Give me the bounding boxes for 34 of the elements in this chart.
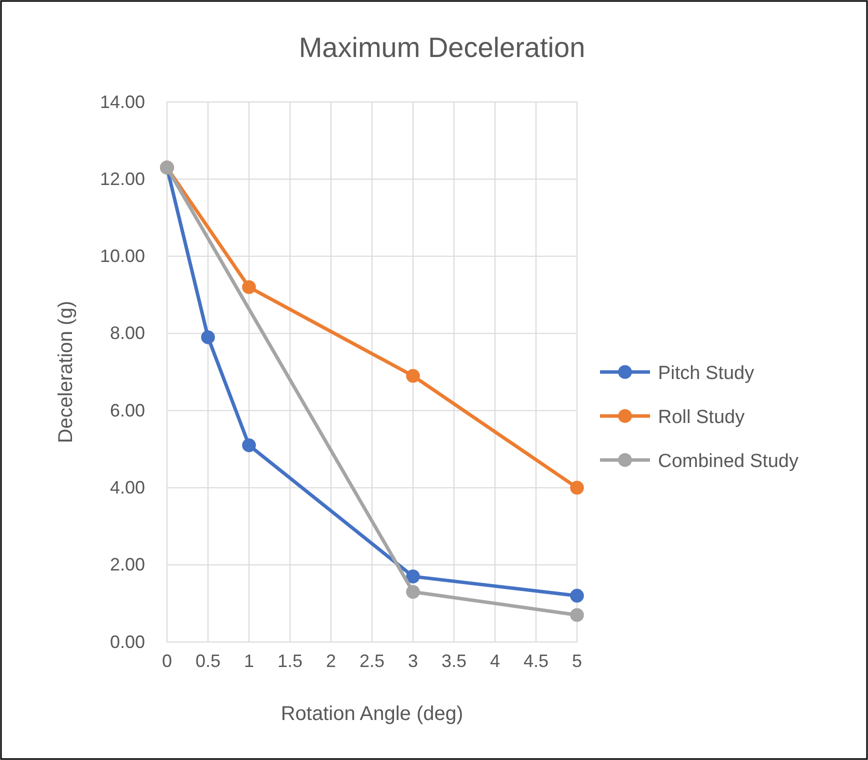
point [570,608,584,622]
y-tick-label: 12.00 [100,168,145,189]
x-tick-label: 0.5 [195,650,221,671]
point [242,438,256,452]
point [406,584,420,599]
x-tick-label: 2.5 [359,650,385,671]
legend-label: Pitch Study [658,363,755,384]
legend-label: Roll Study [658,407,746,428]
x-tick-label: 3 [408,650,418,671]
x-tick-label: 3.5 [441,650,467,671]
x-tick-label: 1 [244,650,254,671]
chart-title: Maximum Deceleration [298,32,586,63]
point [406,570,420,584]
x-tick-label: 4.5 [523,650,549,671]
legend-label: Combined Study [658,451,799,472]
point [406,368,420,383]
x-tick-label: 0 [162,650,172,671]
point [242,280,256,294]
y-tick-label: 4.00 [110,477,145,498]
y-tick-label: 0.00 [110,632,145,652]
y-axis-title: Deceleration (g) [55,300,77,444]
y-tick-label: 2.00 [110,554,145,575]
y-tick-label: 10.00 [100,246,145,266]
x-tick-label: 5 [572,650,582,671]
point [201,330,215,344]
x-tick-label: 4 [490,650,500,671]
y-tick-label: 14.00 [100,92,145,112]
point [570,588,584,603]
x-tick-label: 1.5 [277,650,303,671]
y-tick-label: 6.00 [110,400,145,420]
y-tick-label: 8.00 [110,323,145,344]
x-axis-title: Rotation Angle (deg) [280,703,464,725]
point [570,480,584,495]
x-tick-label: 2 [326,650,336,671]
